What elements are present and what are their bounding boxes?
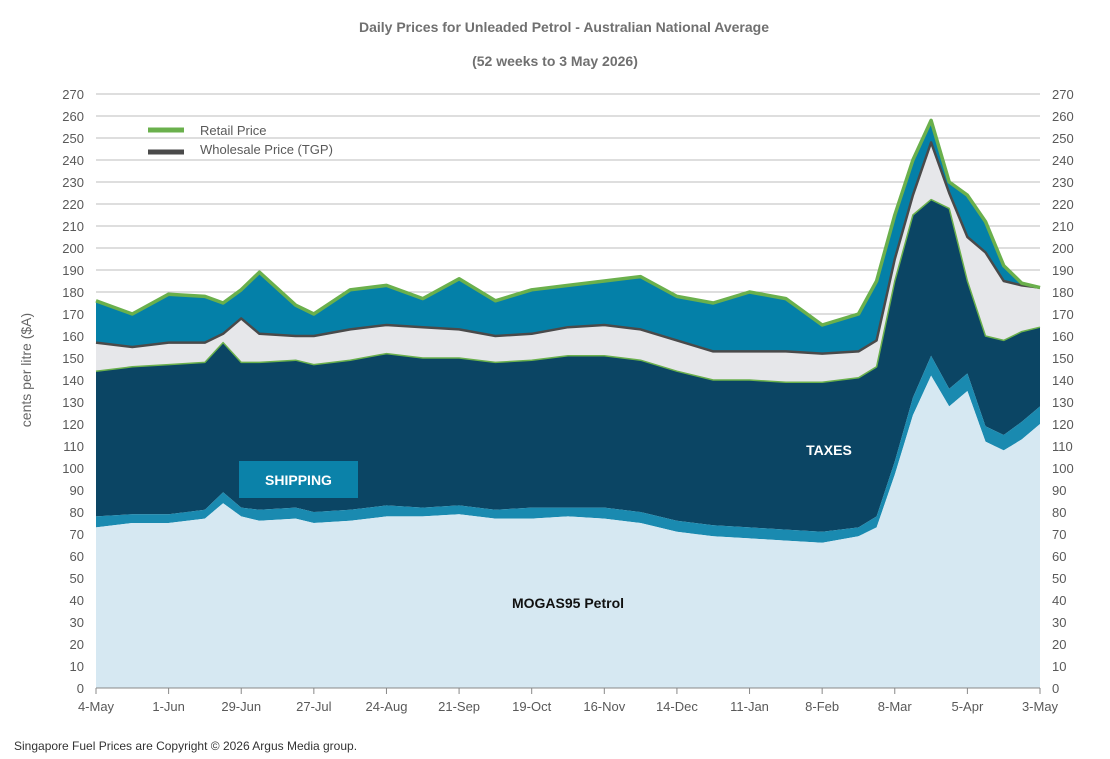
y-tick-label-right: 130: [1052, 395, 1074, 410]
y-tick-label-right: 140: [1052, 373, 1074, 388]
y-tick-label-right: 0: [1052, 681, 1059, 696]
y-tick-label-left: 270: [62, 87, 84, 102]
y-axis-label: cents per litre ($A): [18, 313, 34, 427]
y-tick-label-right: 260: [1052, 109, 1074, 124]
copyright-footnote: Singapore Fuel Prices are Copyright © 20…: [14, 739, 357, 753]
x-tick-label: 19-Oct: [512, 699, 551, 714]
x-tick-label: 27-Jul: [296, 699, 332, 714]
y-tick-label-right: 100: [1052, 461, 1074, 476]
y-tick-label-right: 50: [1052, 571, 1066, 586]
x-tick-label: 11-Jan: [730, 699, 769, 714]
y-tick-label-right: 200: [1052, 241, 1074, 256]
shipping-label: SHIPPING: [265, 472, 332, 488]
y-tick-label-left: 170: [62, 307, 84, 322]
area-retail-margin: [96, 120, 1040, 354]
area-taxes: [96, 199, 1040, 532]
y-tick-label-right: 180: [1052, 285, 1074, 300]
y-tick-label-left: 100: [62, 461, 84, 476]
y-tick-label-right: 30: [1052, 615, 1066, 630]
y-tick-label-left: 80: [70, 505, 84, 520]
y-tick-label-right: 80: [1052, 505, 1066, 520]
line-layer: [95, 118, 1041, 383]
x-tick-label: 5-Apr: [951, 699, 983, 714]
y-tick-label-right: 240: [1052, 153, 1074, 168]
y-tick-label-right: 60: [1052, 549, 1066, 564]
y-tick-label-left: 240: [62, 153, 84, 168]
x-tick-label: 4-May: [78, 699, 115, 714]
y-tick-label-left: 260: [62, 109, 84, 124]
x-tick-label: 24-Aug: [366, 699, 408, 714]
y-tick-label-left: 250: [62, 131, 84, 146]
y-tick-label-right: 170: [1052, 307, 1074, 322]
legend-retail-label: Retail Price: [200, 123, 266, 138]
y-tick-label-right: 220: [1052, 197, 1074, 212]
y-tick-label-right: 150: [1052, 351, 1074, 366]
y-tick-label-right: 160: [1052, 329, 1074, 344]
y-tick-label-right: 40: [1052, 593, 1066, 608]
y-tick-label-left: 60: [70, 549, 84, 564]
y-tick-label-right: 230: [1052, 175, 1074, 190]
y-tick-label-right: 70: [1052, 527, 1066, 542]
y-tick-label-left: 180: [62, 285, 84, 300]
y-tick-label-right: 90: [1052, 483, 1066, 498]
y-tick-label-left: 150: [62, 351, 84, 366]
x-tick-label: 29-Jun: [221, 699, 261, 714]
y-tick-label-left: 210: [62, 219, 84, 234]
y-tick-label-left: 70: [70, 527, 84, 542]
wholesale-price-line: [95, 141, 1041, 355]
y-tick-label-left: 20: [70, 637, 84, 652]
y-tick-label-right: 270: [1052, 87, 1074, 102]
y-tick-label-left: 140: [62, 373, 84, 388]
y-tick-label-left: 160: [62, 329, 84, 344]
area-mogas95: [96, 375, 1040, 688]
y-tick-label-left: 10: [70, 659, 84, 674]
y-tick-label-left: 30: [70, 615, 84, 630]
x-tick-label: 16-Nov: [583, 699, 625, 714]
y-tick-label-left: 90: [70, 483, 84, 498]
taxes-top-line: [95, 198, 1041, 383]
y-tick-label-right: 120: [1052, 417, 1074, 432]
y-tick-label-left: 200: [62, 241, 84, 256]
x-tick-label: 8-Feb: [805, 699, 839, 714]
x-tick-label: 21-Sep: [438, 699, 480, 714]
x-tick-label: 3-May: [1022, 699, 1059, 714]
area-wholesale-gap: [96, 142, 1040, 383]
legend: Retail Price Wholesale Price (TGP): [148, 123, 333, 157]
y-tick-label-left: 220: [62, 197, 84, 212]
y-tick-label-right: 210: [1052, 219, 1074, 234]
x-tick-label: 1-Jun: [152, 699, 185, 714]
axis-layer: 0 0 10 10 20 20 30 30 40 40 50 50 60 60 70 70 80 80 90 90 10…: [62, 87, 1073, 714]
y-tick-label-left: 110: [63, 439, 84, 454]
y-tick-label-left: 120: [62, 417, 84, 432]
y-tick-label-left: 40: [70, 593, 84, 608]
y-tick-label-left: 0: [77, 681, 84, 696]
retail-price-line: [95, 118, 1041, 327]
y-tick-label-left: 190: [62, 263, 84, 278]
shipping-label-box: [239, 461, 358, 498]
chart-title: Daily Prices for Unleaded Petrol - Austr…: [359, 19, 769, 35]
taxes-label: TAXES: [806, 442, 852, 458]
y-tick-label-left: 230: [62, 175, 84, 190]
chart-subtitle: (52 weeks to 3 May 2026): [472, 53, 638, 69]
y-tick-label-right: 250: [1052, 131, 1074, 146]
y-tick-label-left: 130: [62, 395, 84, 410]
y-tick-label-right: 20: [1052, 637, 1066, 652]
x-tick-label: 8-Mar: [878, 699, 913, 714]
area-layer: [96, 120, 1040, 688]
mogas-label: MOGAS95 Petrol: [512, 595, 624, 611]
x-tick-label: 14-Dec: [656, 699, 698, 714]
legend-wholesale-label: Wholesale Price (TGP): [200, 142, 333, 157]
y-tick-label-left: 50: [70, 571, 84, 586]
y-tick-label-right: 190: [1052, 263, 1074, 278]
y-tick-label-right: 110: [1052, 439, 1073, 454]
y-tick-label-right: 10: [1052, 659, 1066, 674]
